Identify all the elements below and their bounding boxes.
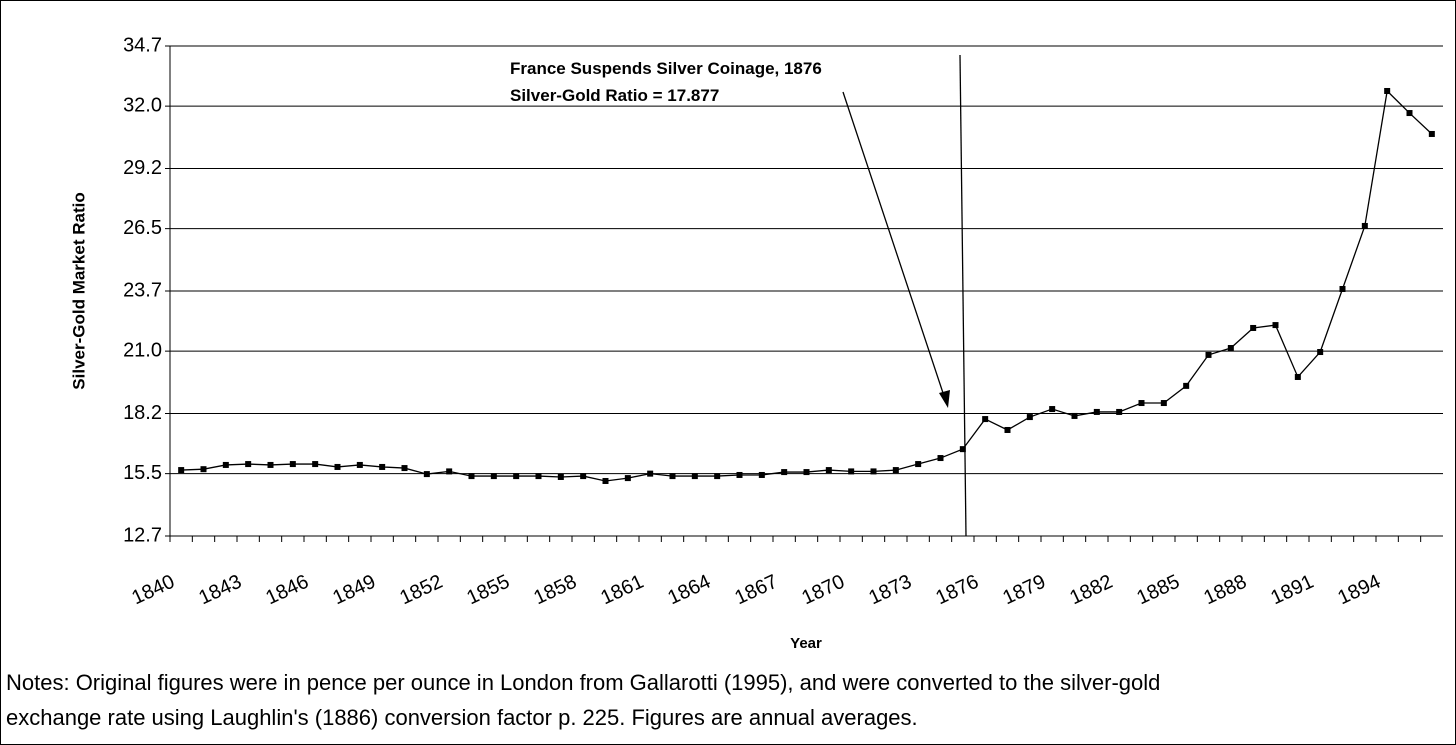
data-point	[669, 473, 676, 480]
data-point	[312, 461, 319, 468]
data-point	[1093, 408, 1100, 415]
data-point	[1227, 345, 1234, 352]
y-tick-label: 21.0	[123, 339, 162, 361]
data-point	[1004, 426, 1011, 433]
data-point	[1406, 110, 1413, 117]
data-point	[691, 473, 698, 480]
data-point	[1272, 322, 1279, 329]
y-tick-label: 15.5	[123, 462, 162, 484]
data-point	[535, 473, 542, 480]
data-point	[892, 467, 899, 474]
notes: Notes: Original figures were in pence pe…	[6, 670, 1160, 695]
data-point	[222, 461, 229, 468]
data-point	[1361, 222, 1368, 229]
y-tick-label: 23.7	[123, 279, 162, 301]
data-point	[1205, 351, 1212, 358]
data-point	[580, 473, 587, 480]
data-point	[1138, 400, 1145, 407]
data-point	[1071, 412, 1078, 419]
y-tick-label: 34.7	[123, 34, 162, 56]
event-line	[959, 54, 967, 537]
y-tick-label: 26.5	[123, 217, 162, 239]
data-point	[1250, 324, 1257, 331]
data-point	[334, 463, 341, 470]
data-point	[1026, 414, 1033, 421]
y-tick-label: 29.2	[123, 157, 162, 179]
data-point	[781, 469, 788, 476]
data-point	[200, 466, 207, 473]
data-point	[245, 461, 252, 468]
arrow-head	[939, 390, 950, 408]
data-point	[758, 471, 765, 478]
data-point	[870, 468, 877, 475]
data-point	[982, 416, 989, 423]
data-point	[401, 465, 408, 472]
data-point	[1049, 406, 1056, 413]
x-axis-label: Year	[790, 635, 822, 652]
data-point	[1317, 349, 1324, 356]
data-point	[267, 461, 274, 468]
annotation: France Suspends Silver Coinage, 1876	[510, 59, 822, 78]
y-tick-label: 12.7	[123, 524, 162, 546]
data-point	[289, 461, 296, 468]
data-point	[848, 468, 855, 475]
data-point	[825, 467, 832, 474]
data-point	[356, 461, 363, 468]
data-point	[1428, 130, 1435, 137]
data-point	[178, 467, 185, 474]
data-point	[1294, 373, 1301, 380]
data-point	[468, 473, 475, 480]
data-point	[1160, 400, 1167, 407]
annotation-arrow	[842, 91, 947, 403]
y-tick-label: 32.0	[123, 94, 162, 116]
data-point	[1384, 87, 1391, 94]
y-tick-label: 18.2	[123, 402, 162, 424]
annotation: Silver-Gold Ratio = 17.877	[510, 86, 719, 105]
data-point	[647, 470, 654, 477]
data-point	[959, 446, 966, 453]
data-point	[379, 463, 386, 470]
data-point	[937, 455, 944, 462]
data-point	[490, 473, 497, 480]
data-point	[915, 461, 922, 468]
data-point	[602, 477, 609, 484]
y-axis-label: Silver-Gold Market Ratio	[69, 192, 88, 389]
data-point	[513, 473, 520, 480]
data-point	[803, 469, 810, 476]
data-point	[557, 473, 564, 480]
data-point	[1339, 285, 1346, 292]
data-point	[446, 468, 453, 475]
data-point	[736, 471, 743, 478]
data-point	[714, 473, 721, 480]
data-point	[1183, 382, 1190, 389]
data-point	[423, 471, 430, 478]
data-point	[624, 475, 631, 482]
data-point	[1116, 408, 1123, 415]
notes: exchange rate using Laughlin's (1886) co…	[6, 705, 918, 730]
